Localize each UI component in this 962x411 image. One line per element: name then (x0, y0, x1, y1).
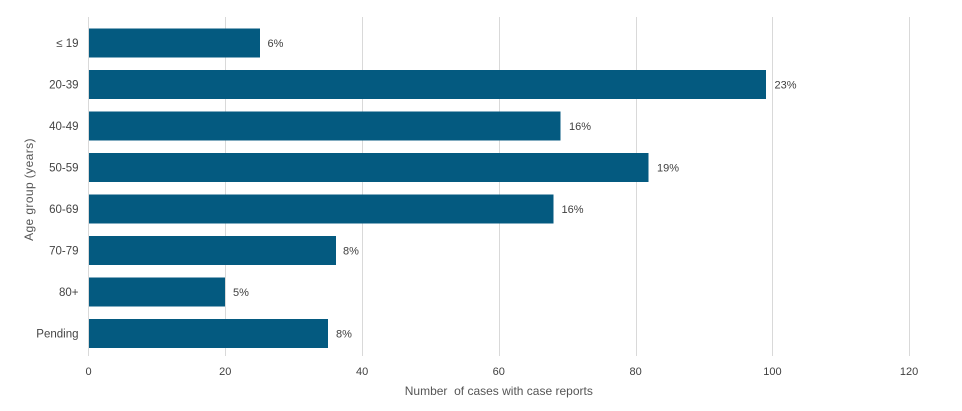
svg-text:8%: 8% (343, 246, 359, 258)
svg-text:Age group (years): Age group (years) (22, 138, 36, 241)
svg-text:120: 120 (900, 366, 918, 378)
svg-text:40-49: 40-49 (49, 121, 78, 133)
svg-text:6%: 6% (268, 38, 284, 50)
svg-text:8%: 8% (336, 329, 352, 341)
svg-text:16%: 16% (569, 121, 591, 133)
svg-text:80+: 80+ (59, 287, 79, 299)
svg-text:60: 60 (493, 366, 505, 378)
svg-text:40: 40 (356, 366, 368, 378)
svg-text:16%: 16% (562, 204, 584, 216)
svg-text:80: 80 (629, 366, 641, 378)
svg-text:60-69: 60-69 (49, 204, 78, 216)
svg-text:Pending: Pending (36, 329, 78, 341)
svg-text:Number of cases with case rep: Number of cases with case reports (405, 384, 593, 398)
svg-text:50-59: 50-59 (49, 163, 78, 175)
svg-text:0: 0 (85, 366, 91, 378)
svg-text:20: 20 (219, 366, 231, 378)
svg-text:≤ 19: ≤ 19 (56, 38, 78, 50)
svg-text:5%: 5% (233, 287, 249, 299)
svg-text:70-79: 70-79 (49, 246, 78, 258)
svg-text:20-39: 20-39 (49, 80, 78, 92)
svg-text:19%: 19% (657, 163, 679, 175)
svg-text:100: 100 (763, 366, 781, 378)
svg-text:23%: 23% (775, 80, 797, 92)
